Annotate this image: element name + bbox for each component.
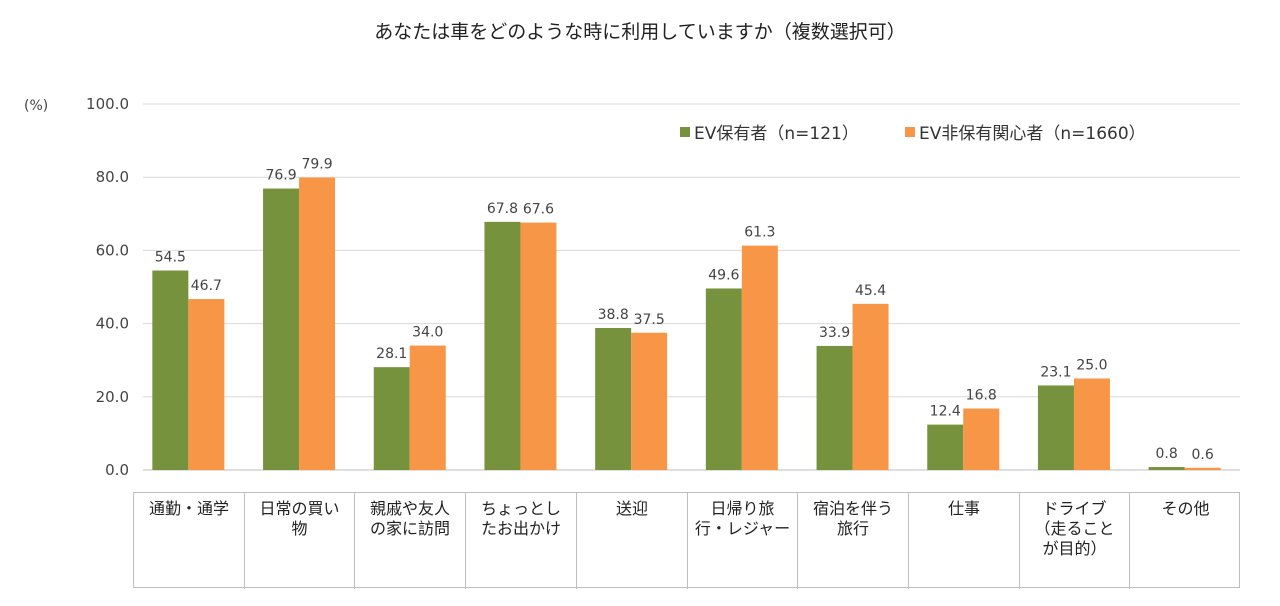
bar-non-owner-8 [1073, 378, 1110, 470]
category-label: その他 [1161, 499, 1210, 518]
bar-non-owner-3 [520, 222, 557, 470]
bar-ev-owner-7 [927, 424, 964, 470]
bar-non-owner-9 [1184, 467, 1221, 470]
bar-non-owner-7 [963, 408, 1000, 470]
bar-non-owner-1 [299, 177, 336, 471]
category-label: 通勤・通学 [134, 493, 245, 589]
category-label: 仕事 [909, 493, 1020, 589]
category-label: ドライブ （走ること が目的） [1020, 493, 1130, 589]
data-label: 34.0 [412, 325, 443, 341]
data-label: 33.9 [819, 325, 850, 341]
bar-ev-owner-3 [484, 221, 521, 470]
data-label: 67.6 [523, 202, 554, 218]
data-label: 0.6 [1192, 447, 1214, 463]
legend: EV保有者（n=121） EV非保有関心者（n=1660） [680, 124, 1146, 144]
legend-swatch [680, 127, 690, 137]
category-label: 日帰り旅 行・レジャー [688, 493, 798, 589]
data-label: 49.6 [708, 267, 739, 283]
data-label: 23.1 [1040, 364, 1071, 380]
category-table: 通勤・通学 日常の買い 物親戚や友人 の家に訪問 ちょっとし たお出かけ 送迎 日帰り旅… [133, 492, 1240, 589]
data-label: 16.8 [966, 388, 997, 404]
data-label: 45.4 [855, 283, 886, 299]
category-label: 宿泊を伴う 旅行 [798, 493, 909, 589]
y-tick-label: 100.0 [86, 95, 129, 113]
bar-ev-owner-5 [705, 288, 742, 470]
data-label: 38.8 [598, 307, 629, 323]
category-label: 日常の買い 物 [245, 493, 355, 589]
y-tick-label: 60.0 [96, 241, 129, 259]
bar-ev-owner-6 [816, 345, 853, 470]
legend-swatch [905, 127, 915, 137]
category-label: 親戚や友人 の家に訪問 [355, 493, 466, 589]
bar-ev-owner-0 [152, 270, 189, 470]
y-axis-unit: (%) [24, 98, 48, 114]
bar-ev-owner-9 [1148, 467, 1185, 470]
category-label: ちょっとし たお出かけ [466, 493, 577, 589]
data-label: 0.8 [1156, 446, 1178, 462]
bar-non-owner-2 [409, 345, 446, 470]
chart-title: あなたは車をどのような時に利用していますか（複数選択可） [374, 21, 905, 43]
data-label: 46.7 [191, 278, 222, 294]
legend-label: EV保有者（n=121） [694, 124, 859, 144]
bar-non-owner-6 [852, 303, 889, 470]
y-tick-label: 80.0 [96, 168, 129, 186]
bar-non-owner-4 [631, 332, 668, 470]
data-label: 37.5 [634, 312, 665, 328]
data-label: 79.9 [301, 157, 332, 173]
bar-ev-owner-4 [595, 327, 632, 470]
bar-non-owner-5 [741, 245, 778, 470]
bar-ev-owner-1 [263, 188, 300, 470]
data-label: 25.0 [1076, 358, 1107, 374]
bar-ev-owner-2 [373, 367, 410, 470]
legend-label: EV非保有関心者（n=1660） [919, 124, 1146, 144]
data-label: 61.3 [744, 225, 775, 241]
data-label: 54.5 [155, 250, 186, 266]
data-label: 12.4 [930, 404, 961, 420]
bar-ev-owner-8 [1037, 385, 1074, 470]
y-tick-label: 0.0 [105, 461, 129, 479]
y-tick-label: 40.0 [96, 315, 129, 333]
data-label: 67.8 [487, 201, 518, 217]
category-label: 送迎 [577, 493, 688, 589]
data-label: 76.9 [265, 168, 296, 184]
data-label: 28.1 [376, 346, 407, 362]
y-tick-label: 20.0 [96, 388, 129, 406]
bar-non-owner-0 [188, 299, 225, 470]
